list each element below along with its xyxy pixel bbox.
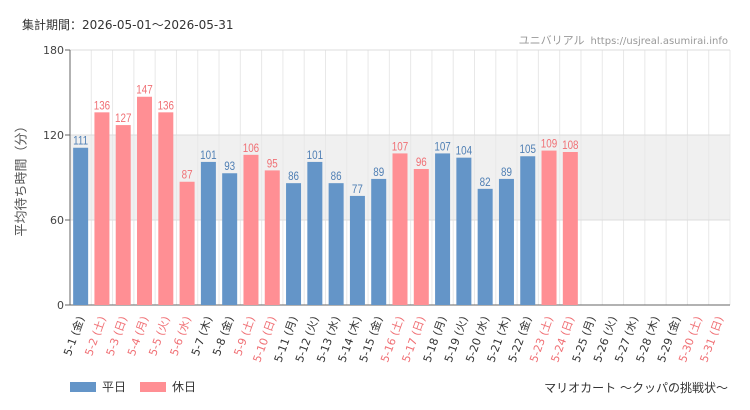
value-label-5-20 (水): 82 [480,176,491,189]
value-label-5-21 (木): 89 [501,166,512,179]
site-credit: ユニバリアル https://usjreal.asumirai.info [519,32,728,48]
value-label-5-1 (金): 111 [73,135,88,148]
value-label-5-8 (金): 93 [224,160,235,173]
y-tick-label: 180 [43,44,64,57]
y-tick-label: 0 [57,299,64,312]
value-label-5-2 (土): 136 [94,99,110,112]
value-label-5-3 (日): 127 [115,112,131,125]
legend-swatch-weekday [70,381,96,392]
bar-5-18 (月) [435,153,451,305]
bar-5-2 (土) [94,112,110,305]
value-label-5-23 (土): 109 [541,138,557,151]
site-url[interactable]: https://usjreal.asumirai.info [590,36,728,47]
bar-5-10 (日) [264,170,280,305]
value-label-5-4 (月): 147 [136,84,152,97]
bar-5-5 (火) [158,112,174,305]
bar-5-22 (金) [520,156,536,305]
bar-5-16 (土) [392,153,408,305]
value-label-5-13 (水): 86 [331,170,342,183]
bar-5-8 (金) [222,173,238,305]
value-label-5-19 (火): 104 [456,145,472,158]
value-label-5-24 (日): 108 [562,139,578,152]
value-label-5-22 (金): 105 [520,143,536,156]
value-label-5-10 (日): 95 [267,158,278,171]
bar-5-11 (月) [286,183,302,305]
value-label-5-14 (木): 77 [352,183,363,196]
bar-5-17 (日) [413,169,429,305]
bar-5-20 (水) [477,188,493,305]
legend-label-weekday: 平日 [102,380,127,394]
value-label-5-16 (土): 107 [392,141,408,154]
legend: 平日 休日 [70,378,196,395]
legend-swatch-holiday [140,381,167,392]
value-label-5-6 (水): 87 [182,169,193,182]
value-label-5-7 (木): 101 [200,149,216,162]
bar-5-24 (日) [562,152,578,305]
legend-label-holiday: 休日 [172,380,197,394]
y-tick-label: 60 [50,214,64,227]
value-label-5-15 (金): 89 [373,166,384,179]
legend-item-holiday[interactable]: 休日 [140,378,196,395]
site-name: ユニバリアル [518,34,585,47]
bar-5-14 (木) [349,195,365,305]
bar-5-12 (火) [307,161,323,305]
value-label-5-9 (土): 106 [243,142,259,155]
bar-5-7 (木) [200,161,216,305]
value-label-5-12 (火): 101 [307,149,323,162]
bar-5-1 (金) [73,147,89,305]
bar-5-13 (水) [328,183,344,305]
legend-item-weekday[interactable]: 平日 [70,378,126,395]
bar-5-3 (日) [115,125,131,305]
value-label-5-17 (日): 96 [416,156,427,169]
bar-5-19 (火) [456,157,472,305]
value-label-5-11 (月): 86 [288,170,299,183]
attraction-name: マリオカート ～クッパの挑戦状～ [544,381,728,395]
value-label-5-5 (火): 136 [158,99,174,112]
bar-5-23 (土) [541,150,557,305]
period-label: 集計期間：2026-05-01～2026-05-31 [22,18,234,32]
bar-5-15 (金) [371,178,387,305]
y-tick-label: 120 [43,129,64,142]
bar-5-21 (木) [498,178,514,305]
value-label-5-18 (月): 107 [434,141,450,154]
bar-5-4 (月) [137,96,153,305]
bar-5-6 (水) [179,181,195,305]
bar-5-9 (土) [243,154,259,305]
